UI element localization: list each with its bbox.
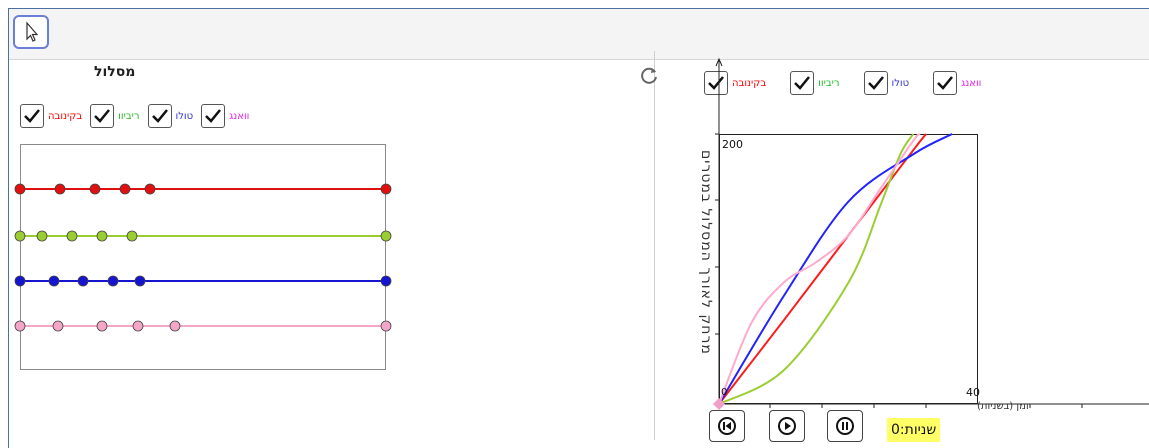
pink-track [15,321,391,331]
runner-label: בקינובה [732,78,766,89]
series-line [719,134,920,404]
line-chart [719,134,978,404]
pause-button[interactable] [827,410,863,442]
right-toggle-bakinova[interactable]: בקינובה [704,71,766,95]
play-button[interactable] [769,410,805,442]
runner-dot[interactable] [15,184,25,194]
runner-dot[interactable] [55,184,65,194]
runner-dot[interactable] [78,276,88,286]
checkbox[interactable] [148,104,172,128]
pointer-icon [15,17,47,47]
toolbar [9,9,1149,60]
series-line [719,134,913,404]
runner-dot[interactable] [145,184,155,194]
check-icon [93,107,111,125]
runner-dot[interactable] [120,184,130,194]
left-toggle-bakinova[interactable]: בקינובה [20,104,82,128]
runner-dot[interactable] [97,231,107,241]
blue-track [15,276,391,286]
tracks-canvas [0,130,400,390]
runner-dot[interactable] [97,321,107,331]
runner-dot[interactable] [381,184,391,194]
right-runner-toggles: בקינובה ריביוו טולו וואנג [704,71,989,95]
checkbox[interactable] [20,104,44,128]
chart-y-label: מרחק לאורך המסלול במטרים [694,150,714,370]
reset-button[interactable] [709,410,745,442]
runner-dot[interactable] [133,321,143,331]
checkbox[interactable] [90,104,114,128]
runner-dot[interactable] [49,276,59,286]
pause-icon [828,411,862,441]
runner-dot[interactable] [381,276,391,286]
runner-dot[interactable] [381,321,391,331]
panel-divider [654,51,655,440]
skip-back-icon [710,411,744,441]
checkbox[interactable] [864,71,888,95]
runner-dot[interactable] [135,276,145,286]
check-icon [23,107,41,125]
right-toggle-riviv[interactable]: ריביוו [790,71,839,95]
track-title: מסלול [94,64,135,80]
runner-label: בקינובה [48,111,82,122]
left-runner-toggles: בקינובה ריביוו טולו וואנג [20,104,257,128]
runner-dot[interactable] [170,321,180,331]
origin-label: 0 [721,387,727,398]
runner-dot[interactable] [108,276,118,286]
check-icon [151,107,169,125]
check-icon [867,74,885,92]
left-toggle-wang[interactable]: וואנג [201,104,249,128]
runner-label: טולו [892,78,910,89]
runner-dot[interactable] [67,231,77,241]
runner-label: ריביוו [818,78,839,89]
pointer-tool-button[interactable] [13,15,49,49]
runner-label: וואנג [229,111,249,122]
refresh-icon[interactable] [638,64,660,86]
y-tick-200: 200 [722,138,743,151]
runner-dot[interactable] [381,231,391,241]
check-icon [204,107,222,125]
runner-label: ריביוו [118,111,139,122]
runner-dot[interactable] [37,231,47,241]
runner-dot[interactable] [53,321,63,331]
seconds-counter: שניות:0 [887,418,940,442]
runner-label: וואנג [961,78,981,89]
checkbox[interactable] [790,71,814,95]
left-toggle-riviv[interactable]: ריביוו [90,104,139,128]
runner-dot[interactable] [127,231,137,241]
right-toggle-tolu[interactable]: טולו [864,71,910,95]
runner-dot[interactable] [15,276,25,286]
checkbox[interactable] [933,71,957,95]
runner-dot[interactable] [15,321,25,331]
checkbox[interactable] [704,71,728,95]
check-icon [936,74,954,92]
runner-dot[interactable] [15,231,25,241]
left-toggle-tolu[interactable]: טולו [148,104,194,128]
right-toggle-wang[interactable]: וואנג [933,71,981,95]
series-line [719,134,952,404]
series-line [719,134,926,404]
runner-dot[interactable] [90,184,100,194]
red-track [15,184,391,194]
runner-label: טולו [176,111,194,122]
check-icon [707,74,725,92]
play-icon [770,411,804,441]
x-tick-40: 40 [966,386,980,399]
checkbox[interactable] [201,104,225,128]
chart-x-label: זמן (בשניות) [977,401,1029,412]
green-track [15,231,391,241]
check-icon [793,74,811,92]
